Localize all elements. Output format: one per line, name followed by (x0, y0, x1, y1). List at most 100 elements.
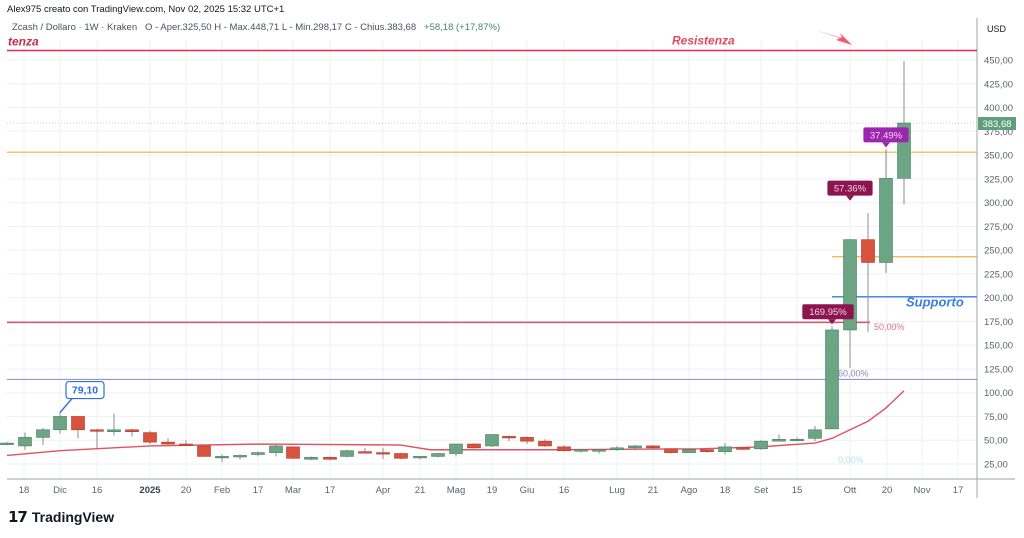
price-tick-label: 375,00 (984, 127, 1013, 138)
price-tick-label: 450,00 (984, 56, 1013, 67)
candle[interactable] (772, 434, 786, 442)
horizontal-lines (7, 49, 977, 380)
candle[interactable] (107, 413, 121, 436)
time-tick-label: Ago (681, 485, 698, 496)
candle[interactable] (485, 434, 499, 447)
percent-badge-text: 57.36% (834, 184, 867, 195)
time-tick-label: Mag (447, 485, 465, 496)
candle[interactable] (646, 444, 660, 450)
time-tick-label: 17 (253, 485, 264, 496)
time-tick-label: 20 (882, 485, 893, 496)
price-tick-label: 175,00 (984, 317, 1013, 328)
candle[interactable] (808, 425, 822, 442)
time-tick-label: 2025 (139, 485, 161, 496)
candle[interactable] (233, 454, 247, 460)
candle[interactable] (304, 456, 318, 461)
candle[interactable] (125, 428, 139, 437)
attribution: Alex975 creato con TradingView.com, Nov … (7, 4, 285, 15)
candle[interactable] (161, 438, 175, 446)
candle[interactable] (861, 213, 875, 332)
candle[interactable] (394, 452, 408, 460)
candle[interactable] (340, 449, 354, 458)
price-tick-label: 325,00 (984, 174, 1013, 185)
candle[interactable] (18, 432, 32, 450)
time-tick-label: Ott (844, 485, 857, 496)
time-tick-label: Giu (520, 485, 535, 496)
percent-badge-text: 169.95% (809, 307, 847, 318)
time-tick-label: 21 (415, 485, 426, 496)
time-tick-label: Dic (53, 485, 67, 496)
candle[interactable] (269, 444, 283, 457)
candle[interactable] (502, 435, 516, 442)
candle[interactable] (90, 428, 104, 448)
candle[interactable] (718, 443, 732, 455)
candle[interactable] (754, 440, 768, 450)
ohlc-values: O - Aper.325,50 H - Max.448,71 L - Min.2… (145, 22, 417, 33)
arrow-icon (815, 30, 852, 45)
candle[interactable] (610, 445, 624, 451)
price-callout-text: 79,10 (72, 385, 98, 397)
candle[interactable] (36, 427, 50, 445)
time-tick-label: Lug (609, 485, 625, 496)
candle[interactable] (879, 149, 893, 273)
price-tick-label: 275,00 (984, 222, 1013, 233)
candle[interactable] (197, 445, 211, 457)
time-tick-label: 18 (19, 485, 30, 496)
candle[interactable] (413, 456, 427, 460)
price-tick-label: 100,00 (984, 388, 1013, 399)
percent-badge[interactable] (827, 180, 873, 196)
candle[interactable] (467, 443, 481, 449)
time-tick-label: 16 (92, 485, 103, 496)
support-label: Supporto (906, 295, 964, 310)
price-callout[interactable] (65, 380, 105, 400)
candle[interactable] (628, 444, 642, 449)
fib-level-label: 0,00% (838, 455, 864, 465)
candle[interactable] (286, 446, 300, 459)
price-tick-label: 125,00 (984, 364, 1013, 375)
price-tick-label: 50,00 (984, 436, 1008, 447)
candle[interactable] (736, 446, 750, 450)
price-tick-label: 25,00 (984, 460, 1008, 471)
candle[interactable] (682, 449, 696, 453)
candle[interactable] (790, 437, 804, 442)
tradingview-logo-icon: 17 (8, 508, 28, 526)
candle[interactable] (449, 443, 463, 457)
time-tick-label: Apr (376, 485, 391, 496)
candle[interactable] (431, 452, 445, 458)
price-tick-label: 400,00 (984, 103, 1013, 114)
candle[interactable] (520, 436, 534, 445)
price-tick-label: 350,00 (984, 151, 1013, 162)
candle[interactable] (700, 449, 714, 453)
price-tick-label: 225,00 (984, 269, 1013, 280)
candle[interactable] (143, 430, 157, 445)
symbol-name[interactable]: Zcash / Dollaro · 1W · Kraken (12, 22, 138, 33)
tradingview-logo[interactable]: 17 TradingView (8, 508, 114, 526)
candle[interactable] (592, 448, 606, 454)
last-price-label (978, 117, 1016, 131)
candle[interactable] (323, 456, 337, 461)
time-tick-label: Feb (214, 485, 230, 496)
candle[interactable] (664, 448, 678, 454)
candle[interactable] (0, 442, 14, 445)
candle[interactable] (376, 447, 390, 460)
candle[interactable] (251, 451, 265, 457)
candle[interactable] (358, 447, 372, 454)
time-tick-label: Set (754, 485, 769, 496)
candle[interactable] (843, 238, 857, 368)
candle[interactable] (53, 412, 67, 434)
candle[interactable] (825, 326, 839, 430)
candle[interactable] (179, 440, 193, 446)
time-axis[interactable]: 18 Dic 16 2025 20 Feb 17 Mar 17 Apr 21 Mag 19 Giu 16 Lu… (19, 485, 964, 496)
candle[interactable] (538, 439, 552, 447)
percent-badge[interactable] (863, 127, 909, 143)
time-tick-label: 17 (953, 485, 964, 496)
candle[interactable] (71, 416, 85, 439)
percent-badge[interactable] (802, 304, 854, 320)
candle[interactable] (574, 448, 588, 453)
price-axis[interactable]: 450,00 425,00 400,00 375,00 350,00 325,00 300,… (984, 56, 1013, 471)
candle[interactable] (215, 454, 229, 463)
candle[interactable] (557, 444, 571, 452)
currency-label[interactable]: USD (987, 24, 1007, 34)
fib-level-label: 50,00% (874, 322, 905, 332)
